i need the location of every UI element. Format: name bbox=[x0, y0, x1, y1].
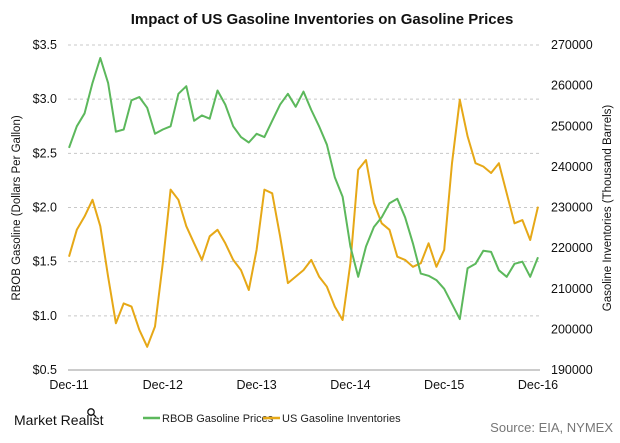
left-tick-label: $2.0 bbox=[33, 201, 57, 215]
series-line-us-gasoline-inventories bbox=[68, 98, 539, 348]
right-tick-label: 200000 bbox=[551, 322, 593, 336]
market-realist-logo: Market Realist bbox=[14, 412, 104, 428]
series-lines bbox=[68, 57, 539, 348]
left-tick-label: $2.5 bbox=[33, 146, 57, 160]
right-axis-ticks: 190000 200000 210000 220000 230000 240000 2500… bbox=[551, 38, 593, 377]
x-axis-ticks: Dec-11 Dec-12 Dec-13 Dec-14 Dec-15 Dec-16 bbox=[49, 378, 558, 392]
right-tick-label: 250000 bbox=[551, 119, 593, 133]
x-tick-label: Dec-15 bbox=[424, 378, 464, 392]
left-axis-label: RBOB Gasoline (Dollars Per Gallon) bbox=[11, 115, 23, 301]
chart-title: Impact of US Gasoline Inventories on Gas… bbox=[131, 11, 514, 28]
legend: RBOB Gasoline Prices US Gasoline Invento… bbox=[143, 413, 401, 425]
left-tick-label: $1.0 bbox=[33, 309, 57, 323]
right-axis-label: Gasoline Inventories (Thousand Barrels) bbox=[602, 105, 614, 312]
right-tick-label: 190000 bbox=[551, 363, 593, 377]
x-tick-label: Dec-12 bbox=[143, 378, 183, 392]
left-tick-label: $3.0 bbox=[33, 92, 57, 106]
x-tick-label: Dec-11 bbox=[49, 378, 88, 392]
right-tick-label: 260000 bbox=[551, 79, 593, 93]
left-tick-label: $1.5 bbox=[33, 255, 57, 269]
x-tick-label: Dec-13 bbox=[236, 378, 276, 392]
left-tick-label: $3.5 bbox=[33, 38, 57, 52]
right-tick-label: 240000 bbox=[551, 160, 593, 174]
x-tick-label: Dec-14 bbox=[330, 378, 370, 392]
legend-label-prices: RBOB Gasoline Prices bbox=[162, 413, 274, 425]
right-tick-label: 230000 bbox=[551, 201, 593, 215]
x-tick-label: Dec-16 bbox=[518, 378, 558, 392]
left-axis-ticks: $0.5 $1.0 $1.5 $2.0 $2.5 $3.0 $3.5 bbox=[33, 38, 57, 377]
series-line-rbob-gasoline-prices bbox=[68, 57, 539, 321]
legend-label-inventories: US Gasoline Inventories bbox=[282, 413, 401, 425]
right-tick-label: 270000 bbox=[551, 38, 593, 52]
source-note: Source: EIA, NYMEX bbox=[490, 420, 613, 435]
gridlines bbox=[68, 44, 540, 317]
left-tick-label: $0.5 bbox=[33, 363, 57, 377]
right-tick-label: 210000 bbox=[551, 282, 593, 296]
right-tick-label: 220000 bbox=[551, 241, 593, 255]
magnifier-icon bbox=[87, 408, 97, 418]
